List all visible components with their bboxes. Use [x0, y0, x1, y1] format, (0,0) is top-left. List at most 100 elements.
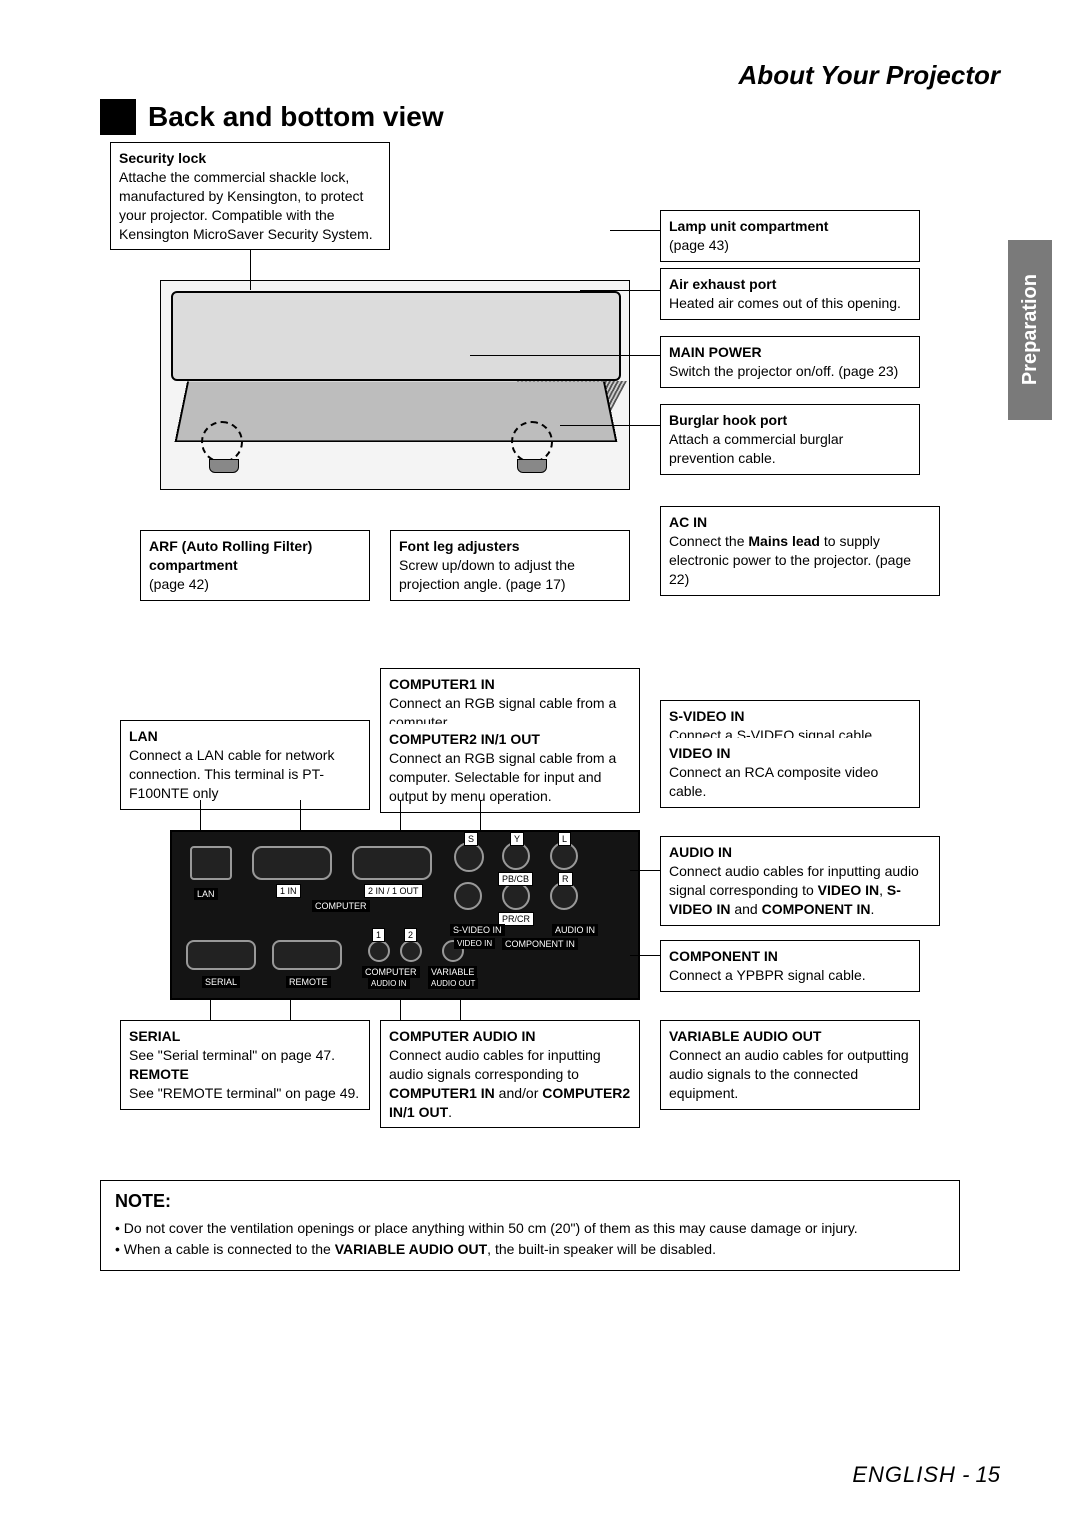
leader	[210, 1000, 211, 1020]
callout-lan: LAN Connect a LAN cable for network conn…	[120, 720, 370, 810]
callout-body: Connect an RCA composite video cable.	[669, 763, 911, 801]
callout-body: See "Serial terminal" on page 47.	[129, 1046, 361, 1065]
leader	[250, 250, 251, 290]
callout-title: COMPUTER2 IN/1 OUT	[389, 731, 540, 747]
port-label: R	[558, 872, 573, 886]
port-label: COMPUTER	[362, 966, 420, 978]
callout-title: VARIABLE AUDIO OUT	[669, 1028, 821, 1044]
port-label: COMPUTER	[312, 900, 370, 912]
leader	[400, 1000, 401, 1020]
callout-security-lock: Security lock Attache the commercial sha…	[110, 142, 390, 250]
callout-air-exhaust: Air exhaust port Heated air comes out of…	[660, 268, 920, 320]
port-label: COMPONENT IN	[502, 938, 578, 950]
callout-body: Connect a YPBPR signal cable.	[669, 966, 911, 985]
footer-lang: ENGLISH	[852, 1462, 956, 1487]
port-label: LAN	[194, 888, 218, 900]
remote-port-icon	[272, 940, 342, 970]
port-label: VARIABLE	[428, 966, 477, 978]
callout-burglar-hook: Burglar hook port Attach a commercial bu…	[660, 404, 920, 475]
foot-left	[209, 459, 239, 473]
callout-title: ARF (Auto Rolling Filter) compartment	[149, 538, 312, 573]
page-title: About Your Projector	[100, 60, 1000, 91]
callout-body: (page 43)	[669, 236, 911, 255]
callout-title: REMOTE	[129, 1066, 189, 1082]
leader	[480, 800, 481, 830]
port-label: S-VIDEO IN	[450, 924, 505, 936]
audio-jack-icon	[400, 940, 422, 962]
callout-body: Heated air comes out of this opening.	[669, 294, 911, 313]
callout-title: Lamp unit compartment	[669, 218, 828, 234]
port-label: 1 IN	[276, 884, 301, 898]
section-title: Back and bottom view	[148, 101, 444, 133]
callout-audio-in: AUDIO IN Connect audio cables for inputt…	[660, 836, 940, 926]
terminal-panel-diagram: LAN 1 IN 2 IN / 1 OUT COMPUTER S Y L PB/…	[170, 830, 640, 1000]
callout-title: AUDIO IN	[669, 844, 732, 860]
callout-serial: SERIAL See "Serial terminal" on page 47.…	[120, 1020, 370, 1110]
callout-body: Attache the commercial shackle lock, man…	[119, 168, 381, 244]
leader	[300, 800, 301, 830]
leader	[460, 1000, 461, 1020]
port-label: AUDIO IN	[552, 924, 598, 936]
leg-adjuster-marker-left	[201, 421, 243, 463]
leader	[290, 1000, 291, 1020]
callout-body: Connect an audio cables for outputting a…	[669, 1046, 911, 1103]
port-label: 1	[372, 928, 385, 942]
callout-title: AC IN	[669, 514, 707, 530]
note-box: NOTE: Do not cover the ventilation openi…	[100, 1180, 960, 1271]
audio-jack-icon	[368, 940, 390, 962]
page: About Your Projector Back and bottom vie…	[0, 0, 1080, 1528]
callout-title: Security lock	[119, 149, 381, 168]
leader	[560, 425, 660, 426]
footer-sep: -	[956, 1462, 976, 1487]
callout-computer2: COMPUTER2 IN/1 OUT Connect an RGB signal…	[380, 724, 640, 813]
callout-body: Screw up/down to adjust the projection a…	[399, 556, 621, 594]
projector-back-diagram	[160, 280, 630, 490]
callout-body: Attach a commercial burglar prevention c…	[669, 430, 911, 468]
projector-body	[171, 291, 621, 381]
leader	[610, 230, 660, 231]
page-footer: ENGLISH - 15	[852, 1462, 1000, 1488]
svideo-jack-icon	[454, 842, 484, 872]
port-label: S	[464, 832, 478, 846]
section-header: Back and bottom view	[100, 99, 1000, 135]
callout-arf: ARF (Auto Rolling Filter) compartment (p…	[140, 530, 370, 601]
port-label: VIDEO IN	[454, 938, 495, 949]
callout-title: COMPUTER1 IN	[389, 676, 495, 692]
callout-video-in: VIDEO IN Connect an RCA composite video …	[660, 738, 920, 808]
callout-title: COMPUTER AUDIO IN	[389, 1028, 535, 1044]
callout-font-leg: Font leg adjusters Screw up/down to adju…	[390, 530, 630, 601]
leg-adjuster-marker-right	[511, 421, 553, 463]
port-label: REMOTE	[286, 976, 331, 988]
note-item: Do not cover the ventilation openings or…	[115, 1218, 945, 1239]
note-item: When a cable is connected to the VARIABL…	[115, 1239, 945, 1260]
leader	[630, 955, 660, 956]
note-heading: NOTE:	[115, 1191, 945, 1212]
port-label: AUDIO IN	[368, 978, 410, 989]
note-list: Do not cover the ventilation openings or…	[115, 1218, 945, 1260]
rca-jack-icon	[502, 842, 530, 870]
serial-port-icon	[186, 940, 256, 970]
leader	[580, 290, 660, 291]
callout-body: Connect an RGB signal cable from a compu…	[389, 749, 631, 806]
leader	[630, 870, 660, 871]
callout-variable-audio: VARIABLE AUDIO OUT Connect an audio cabl…	[660, 1020, 920, 1110]
rca-jack-icon	[550, 842, 578, 870]
callout-body: Connect audio cables for inputting audio…	[669, 862, 931, 919]
callout-title: LAN	[129, 728, 158, 744]
vga-port-icon	[352, 846, 432, 880]
section-bullet-icon	[100, 99, 136, 135]
footer-page: 15	[976, 1462, 1000, 1487]
callout-ac-in: AC IN Connect the Mains lead to supply e…	[660, 506, 940, 596]
foot-right	[517, 459, 547, 473]
callout-title: COMPONENT IN	[669, 948, 778, 964]
callout-computer-audio: COMPUTER AUDIO IN Connect audio cables f…	[380, 1020, 640, 1128]
port-label: AUDIO OUT	[428, 978, 478, 989]
port-label: Y	[510, 832, 524, 846]
callout-body: Connect a LAN cable for network connecti…	[129, 746, 361, 803]
callout-title: VIDEO IN	[669, 745, 730, 761]
leader	[470, 355, 660, 356]
port-label: SERIAL	[202, 976, 240, 988]
callout-title: SERIAL	[129, 1028, 180, 1044]
vga-port-icon	[252, 846, 332, 880]
callout-body: See "REMOTE terminal" on page 49.	[129, 1084, 361, 1103]
